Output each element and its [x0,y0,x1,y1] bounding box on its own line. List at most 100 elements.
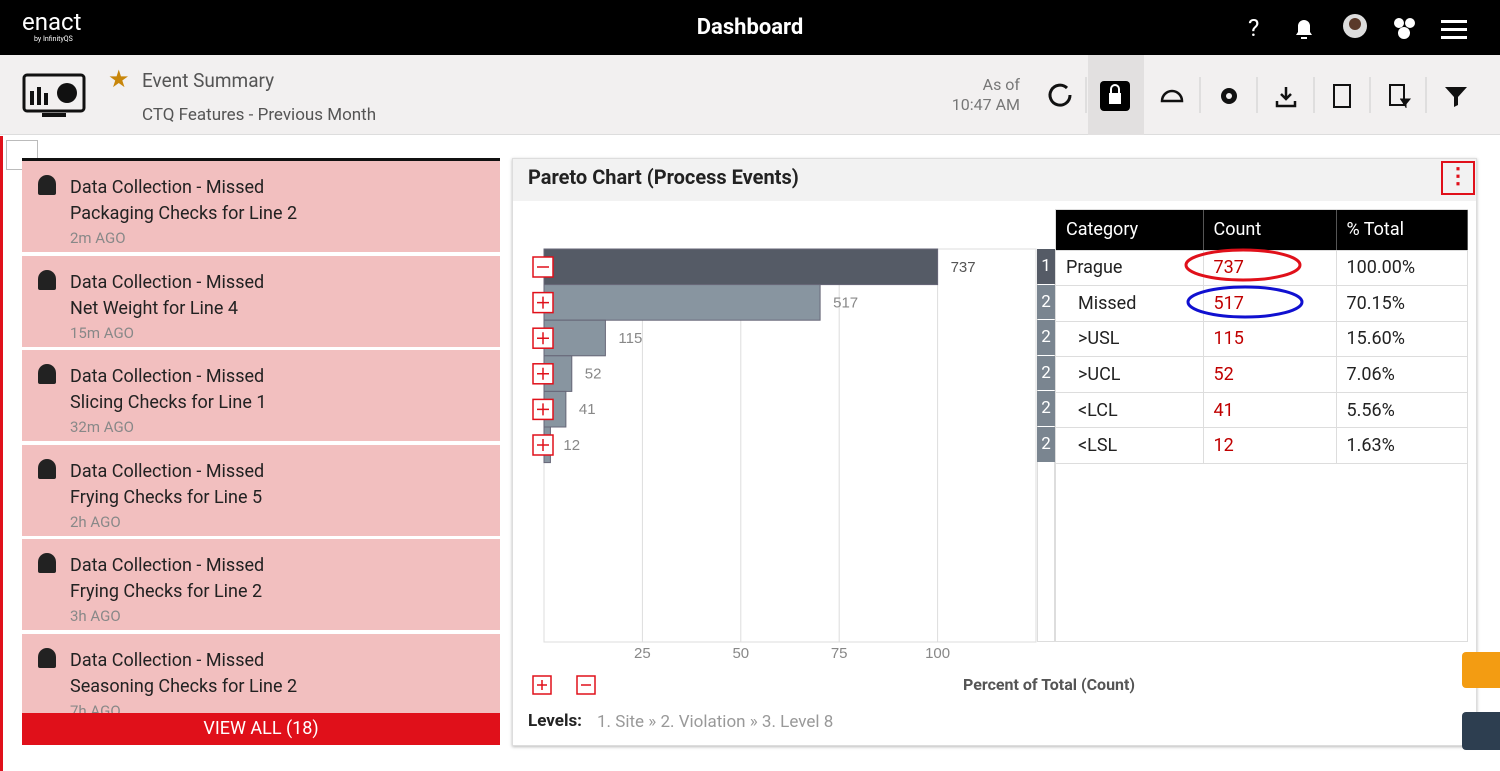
toolbar-icons[interactable] [1040,77,1480,117]
level-badge: 1 [1037,249,1055,284]
bar-value-label: 12 [563,437,580,454]
percent-cell: 100.00% [1336,250,1468,287]
event-card[interactable]: Data Collection - Missed Packaging Checks… [22,161,500,254]
table-header: Category Count% Total [1056,210,1468,251]
page-title: Dashboard [696,15,804,40]
expand-toggle[interactable] [532,291,554,314]
as-of: As of [982,75,1020,94]
percent-cell: 15.60% [1336,321,1468,358]
x-tick-label: 25 [634,645,651,662]
count-cell: 12 [1203,427,1337,465]
levels-label: Levels: [528,711,582,731]
category-cell: <LSL [1056,427,1204,465]
table-row[interactable]: <LCL 41 5.56% [1056,392,1468,429]
bar-value-label: 41 [579,401,596,418]
help-button[interactable]: ? [1248,14,1260,42]
level-badge: 2 [1037,355,1055,391]
x-tick-label: 50 [732,645,749,662]
event-title: Data Collection - Missed [70,460,265,482]
category-cell: >UCL [1056,356,1204,393]
view-all-button[interactable]: VIEW ALL (18) [22,713,500,745]
bar-value-label: 52 [585,366,602,383]
event-time: 3h AGO [70,607,121,625]
event-title: Data Collection - Missed [70,177,265,198]
events-top [22,158,500,161]
event-card[interactable]: Data Collection - Missed Slicing Checks f… [22,350,500,443]
event-card[interactable]: Data Collection - Missed Seasoning Checks… [22,633,500,727]
bell-icon [38,364,56,384]
column-header: Count [1203,210,1337,251]
left-accent [0,136,3,771]
bell-icon [38,175,56,195]
x-tick-label: 100 [925,645,950,662]
event-time: 2m AGO [70,229,126,247]
bell-icon [38,553,56,573]
expand-toggle[interactable] [532,398,554,421]
event-card[interactable]: Data Collection - Missed Frying Checks fo… [22,539,500,632]
count-cell: 115 [1203,321,1337,358]
expand-toggle[interactable] [532,363,554,385]
event-title: Data Collection - Missed [70,555,265,576]
bell-icon [38,647,56,668]
header-icons[interactable] [1290,12,1470,44]
toggle-sign [537,367,549,380]
toolbar: ★ Event Summary CTQ Features - Previous … [0,55,1500,135]
event-time: 32m AGO [70,418,134,436]
brand: enact [22,8,82,36]
toggle-sign [537,296,549,309]
annotations [1184,248,1304,319]
category-cell: <LCL [1056,392,1204,429]
panel-title: Pareto Chart (Process Events) [528,165,799,189]
top-bar: enact by InfinityQS Dashboard ? [0,0,1500,55]
favorite-star[interactable]: ★ [108,65,130,93]
x-tick-label: 75 [831,645,848,662]
x-axis-label: Percent of Total (Count) [963,675,1136,694]
expand-collapse-all[interactable] [531,674,611,698]
category-cell: Prague [1056,250,1204,287]
bar-value-label: 737 [951,259,976,276]
event-title: Data Collection - Missed [70,649,265,671]
category-cell: Missed [1056,285,1204,322]
table-row[interactable]: >UCL 52 7.06% [1056,356,1468,393]
count-cell: 52 [1203,356,1337,393]
percent-cell: 70.15% [1336,285,1468,322]
percent-cell: 5.56% [1336,392,1468,429]
event-time: 15m AGO [70,323,134,342]
category-table: Category Count% Total Prague 737 100.00% Miss… [1056,210,1468,465]
count-cell: 41 [1203,392,1337,429]
link-button[interactable] [1462,712,1500,750]
expand-toggle[interactable] [532,434,554,456]
level-badge: 2 [1037,427,1055,462]
toolbar-title: Event Summary [142,69,275,92]
category-cell: >USL [1056,321,1204,358]
column-header: % Total [1336,210,1468,251]
panel-menu[interactable]: ⋮ [1441,161,1475,195]
expand-toggle[interactable] [532,327,554,349]
table-row[interactable]: <LSL 12 1.63% [1056,427,1468,465]
event-subtitle: Seasoning Checks for Line 2 [70,675,298,697]
bar-value-label: 517 [833,294,858,311]
table-frame: Category Count% Total Prague 737 100.00% Miss… [1055,209,1468,642]
levels-path: 1. Site » 2. Violation » 3. Level 8 [597,712,834,732]
event-card[interactable]: Data Collection - Missed Net Weight for L… [22,255,500,349]
event-subtitle: Frying Checks for Line 2 [70,581,263,602]
bar [543,319,606,357]
brand-sub: by InfinityQS [34,35,73,43]
column-header: Category [1056,210,1204,251]
toggle-sign [537,439,549,451]
chart-panel: Pareto Chart (Process Events) ⋮ 25 50 75 10… [512,158,1477,746]
chat-button[interactable] [1462,652,1500,688]
event-subtitle: Net Weight for Line 4 [70,297,238,319]
bell-icon [38,458,56,479]
expand-toggle[interactable] [532,256,554,278]
as-of-time: 10:47 AM [951,95,1020,114]
percent-cell: 1.63% [1336,427,1468,465]
table-row[interactable]: >USL 115 15.60% [1056,321,1468,358]
event-subtitle: Frying Checks for Line 5 [70,486,263,508]
level-badge: 2 [1037,320,1055,355]
event-card[interactable]: Data Collection - Missed Frying Checks fo… [22,444,500,538]
pareto-chart: 25 50 75 100 737 517 115 52 41 12 [532,248,1037,662]
bar-value-label: 115 [618,330,642,347]
percent-cell: 7.06% [1336,356,1468,393]
